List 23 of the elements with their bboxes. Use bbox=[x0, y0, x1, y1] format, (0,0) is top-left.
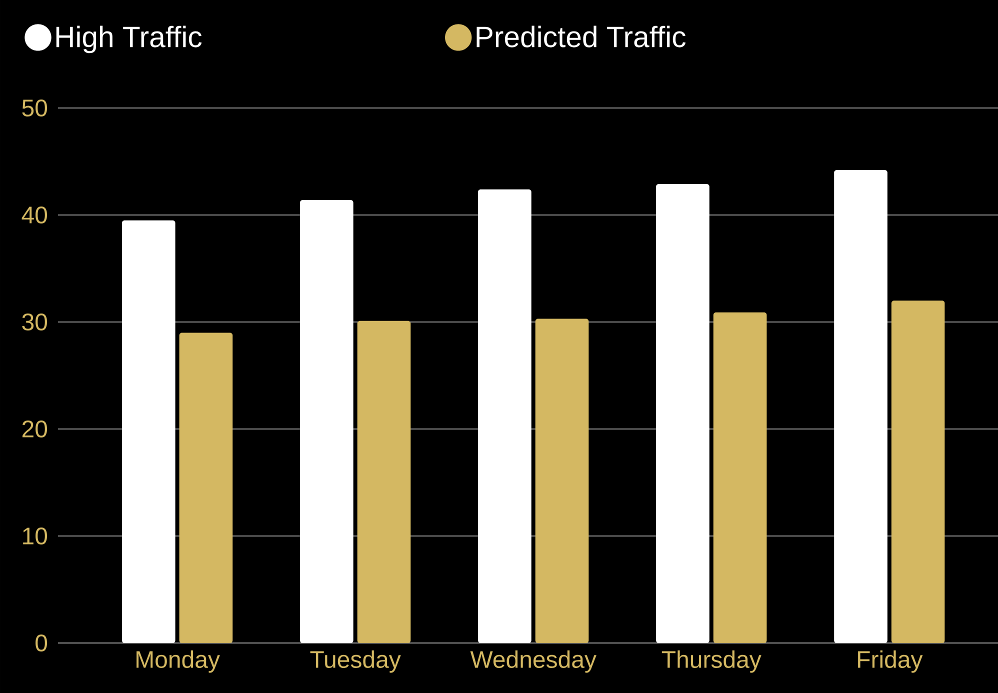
bar bbox=[179, 332, 233, 643]
legend-label: High Traffic bbox=[56, 26, 202, 54]
x-tick-label: Tuesday bbox=[310, 650, 401, 673]
y-tick-label: 10 bbox=[23, 527, 48, 544]
bar bbox=[713, 312, 767, 643]
bar bbox=[535, 318, 589, 643]
bar bbox=[300, 200, 354, 643]
x-tick-label: Monday bbox=[136, 650, 220, 673]
bar bbox=[891, 300, 945, 643]
bar bbox=[834, 170, 888, 643]
y-tick-label: 0 bbox=[36, 634, 48, 652]
y-tick-label: 40 bbox=[22, 206, 48, 224]
bar bbox=[478, 189, 532, 643]
y-tick-label: 20 bbox=[22, 420, 48, 438]
bar bbox=[656, 184, 710, 643]
x-tick-label: Thursday bbox=[662, 650, 762, 673]
bar bbox=[357, 320, 411, 643]
x-tick-label: Friday bbox=[858, 650, 923, 673]
y-tick-label: 50 bbox=[22, 99, 48, 116]
x-tick-label: Wednesday bbox=[470, 650, 596, 673]
y-tick-label: 30 bbox=[22, 313, 48, 330]
bar bbox=[122, 220, 176, 643]
legend-label: Predicted Traffic bbox=[476, 26, 686, 48]
